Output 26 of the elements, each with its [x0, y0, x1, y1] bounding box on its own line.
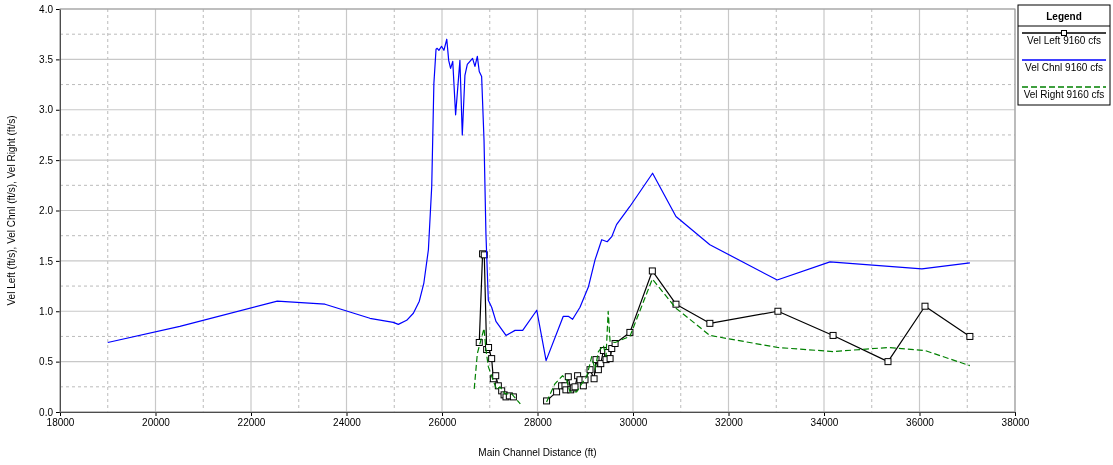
- x-tick-label: 22000: [237, 417, 266, 429]
- y-tick-label: 0.5: [39, 356, 54, 368]
- y-tick-label: 3.0: [39, 104, 54, 116]
- x-tick-label: 30000: [619, 417, 648, 429]
- x-tick-label: 26000: [428, 417, 457, 429]
- y-tick-label: 2.5: [39, 154, 54, 166]
- legend-title: Legend: [1046, 11, 1082, 22]
- y-axis-title: Vel Left (ft/s), Vel Chnl (ft/s), Vel Right (ft/s): [6, 115, 17, 306]
- y-tick-label: 0.0: [39, 406, 54, 418]
- x-tick-label: 18000: [46, 417, 75, 429]
- x-axis-title: Main Channel Distance (ft): [478, 447, 597, 458]
- x-tick-label: 32000: [715, 417, 744, 429]
- x-tick-label: 28000: [524, 417, 553, 429]
- legend-label: Vel Right 9160 cfs: [1023, 89, 1105, 100]
- x-tick-label: 20000: [142, 417, 171, 429]
- x-tick-label: 36000: [906, 417, 935, 429]
- x-tick-label: 34000: [810, 417, 839, 429]
- y-tick-label: 3.5: [39, 54, 54, 66]
- legend-label: Vel Chnl 9160 cfs: [1025, 62, 1103, 73]
- legend-label: Vel Left 9160 cfs: [1027, 35, 1101, 46]
- x-tick-label: 24000: [333, 417, 362, 429]
- y-tick-label: 1.0: [39, 305, 54, 317]
- y-tick-label: 4.0: [39, 3, 54, 15]
- y-tick-label: 1.5: [39, 255, 54, 267]
- x-tick-label: 38000: [1001, 417, 1030, 429]
- y-tick-label: 2.0: [39, 205, 54, 217]
